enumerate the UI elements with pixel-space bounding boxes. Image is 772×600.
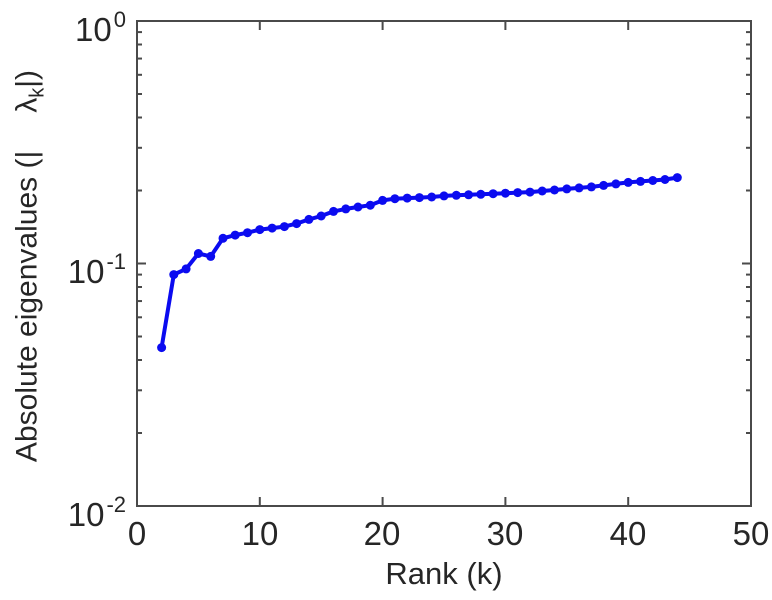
x-tick-label-30: 30 [486,515,524,552]
data-point-marker [402,193,412,203]
data-point-marker [341,204,351,214]
y-axis-label-suffix: |) [10,69,44,88]
data-point-marker [550,185,559,195]
data-point-marker [500,188,510,198]
y-tick-base: 10 [75,11,112,48]
y-axis-label-prefix: Absolute eigenvalues (| [10,150,44,463]
data-point-marker [243,228,252,238]
eigenvalue-line [159,175,680,350]
axes-frame [136,20,752,507]
y-tick-label-1e-2: 10-2 [0,488,126,532]
data-point-marker [648,176,658,185]
data-point-marker [672,173,682,183]
data-point-marker [255,225,265,235]
data-point-marker [611,179,621,189]
data-point-marker [464,190,474,200]
x-tick-label-50: 50 [732,515,770,552]
x-tick-label-40: 40 [609,515,647,552]
y-tick-base: 10 [67,496,105,533]
eigenvalue-markers [157,173,682,353]
data-point-marker [451,190,461,200]
data-point-marker [574,183,584,193]
data-point-marker [267,223,277,233]
data-point-marker [292,219,302,229]
data-point-marker [414,193,424,203]
data-point-marker [439,191,449,201]
x-axis-label: Rank (k) [385,556,503,591]
x-tick-label-20: 20 [363,515,401,552]
data-point-marker [513,188,523,198]
data-point-marker [623,177,633,187]
data-point-marker [304,214,314,224]
lambda-subscript: k [26,87,49,98]
data-point-marker [660,175,670,184]
data-point-marker [329,206,338,216]
y-tick-exponent: 0 [113,7,126,32]
data-point-marker [353,202,363,212]
data-point-marker [476,189,486,199]
data-point-marker [427,192,437,202]
data-point-marker [365,200,375,210]
data-point-marker [279,222,289,232]
data-point-marker [230,230,240,240]
data-point-marker [316,211,326,221]
data-point-marker [488,189,498,199]
x-tick-label-0: 0 [127,515,147,552]
data-point-marker [378,195,388,205]
y-tick-label-1e-1: 10-1 [0,245,126,289]
data-point-marker [169,270,179,280]
lambda-symbol: λ [10,97,44,113]
data-point-marker [181,264,191,274]
data-point-marker [157,343,167,353]
data-point-marker [636,176,645,186]
data-point-marker [562,184,572,194]
y-tick-exponent: -2 [106,492,126,517]
data-point-marker [390,194,400,204]
data-point-marker [537,186,547,196]
data-point-marker [586,182,596,192]
data-point-marker [218,233,228,243]
data-point-marker [206,251,216,261]
y-tick-label-1e0: 100 [0,3,126,47]
data-point-marker [599,180,609,190]
y-tick-exponent: -1 [106,249,126,274]
data-point-marker [193,249,203,258]
y-tick-base: 10 [67,253,105,290]
data-point-marker [525,187,535,197]
axis-ticks [136,20,752,507]
x-tick-label-10: 10 [241,515,279,552]
